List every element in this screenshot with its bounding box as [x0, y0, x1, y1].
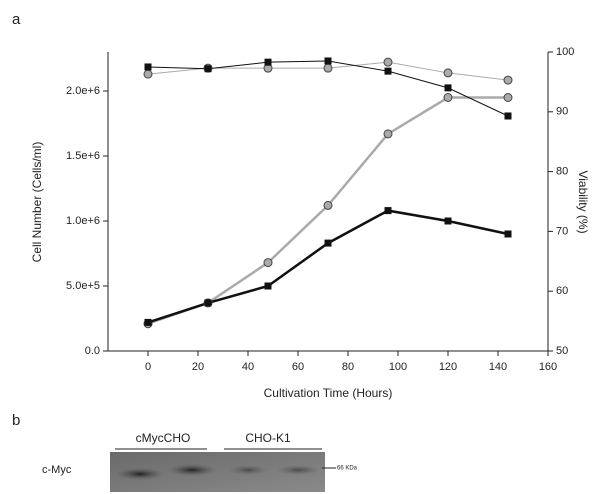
marker	[144, 318, 152, 326]
marker	[383, 57, 393, 67]
y2-tick-label: 60	[556, 285, 568, 297]
marker	[384, 67, 392, 75]
blot-band	[116, 468, 164, 480]
row-label: c-Myc	[42, 464, 72, 476]
x-axis-label: Cultivation Time (Hours)	[264, 386, 393, 400]
x-tick-label: 80	[342, 361, 354, 373]
marker	[323, 63, 333, 73]
lane-label: cMycCHO	[136, 431, 191, 445]
x-tick-label: 160	[539, 361, 557, 373]
series-line	[147, 96, 508, 325]
marker	[383, 129, 393, 139]
panel-label: a	[12, 11, 21, 28]
marker	[503, 93, 513, 102]
y2-tick-label: 100	[556, 46, 574, 58]
marker	[204, 299, 212, 307]
y2-axis-label: Viability (%)	[576, 170, 590, 233]
blot-band	[276, 465, 320, 475]
y2-tick-label: 70	[556, 225, 568, 237]
y2-tick-label: 80	[556, 166, 568, 178]
y2-tick-label: 90	[556, 106, 568, 118]
marker	[443, 93, 453, 102]
marker	[263, 258, 273, 268]
x-tick-label: 40	[242, 361, 254, 373]
y-tick-label: 5.0e+5	[66, 280, 100, 292]
marker	[323, 200, 333, 210]
y2-tick-label: 50	[556, 345, 568, 357]
y-tick-label: 2.0e+6	[66, 85, 100, 97]
marker	[444, 217, 452, 225]
marker	[503, 75, 513, 85]
marker	[143, 69, 153, 79]
marker	[144, 63, 152, 71]
lane-label: CHO-K1	[245, 431, 291, 445]
blot-band	[228, 465, 268, 475]
marker	[443, 68, 453, 78]
marker	[324, 239, 332, 247]
x-tick-label: 120	[439, 361, 457, 373]
x-tick-label: 60	[292, 361, 304, 373]
marker	[264, 58, 272, 66]
series-line	[147, 209, 509, 324]
marker	[264, 282, 272, 290]
x-tick-label: 100	[389, 361, 407, 373]
y-tick-label: 1.5e+6	[66, 150, 100, 162]
y-tick-label: 1.0e+6	[66, 215, 100, 227]
x-tick-label: 0	[145, 361, 151, 373]
size-marker: 66 KDa	[337, 466, 358, 472]
marker	[204, 65, 212, 73]
marker	[444, 84, 452, 92]
y-axis-label: Cell Number (Cells/ml)	[30, 142, 44, 263]
panel-label: b	[12, 412, 20, 429]
marker	[384, 207, 392, 215]
blot-band	[168, 464, 216, 476]
marker	[504, 230, 512, 238]
x-tick-label: 20	[192, 361, 204, 373]
marker	[504, 112, 512, 120]
marker	[324, 57, 332, 65]
y-tick-label: 0.0	[85, 345, 100, 357]
x-tick-label: 140	[489, 361, 507, 373]
